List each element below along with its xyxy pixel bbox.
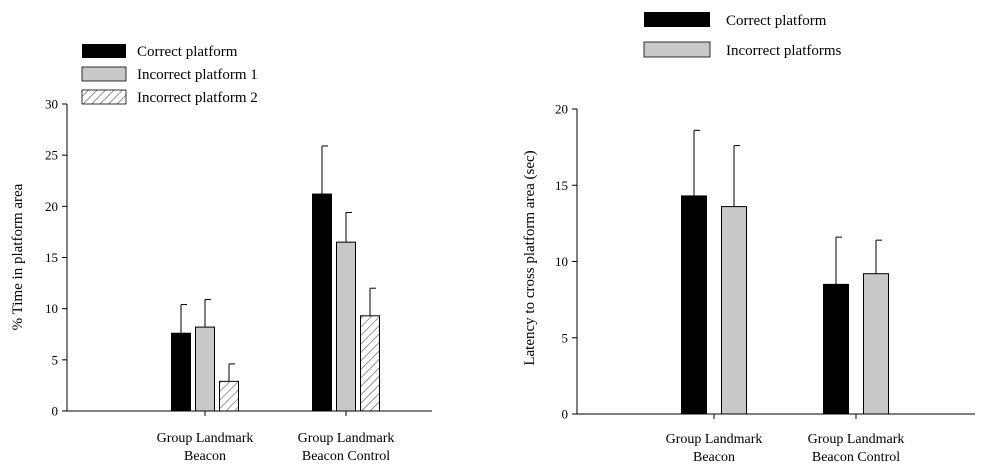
y-tick-label: 5 bbox=[52, 352, 59, 367]
y-axis-title: Latency to cross platform area (sec) bbox=[522, 150, 538, 365]
bar bbox=[360, 315, 380, 412]
y-tick-label: 0 bbox=[52, 404, 59, 419]
chart-latency: 0 5 10 15 20 Latency to cross platform area (… bbox=[522, 12, 975, 465]
legend-label: Correct platform bbox=[726, 13, 827, 29]
legend-label: Correct platform bbox=[137, 44, 238, 60]
legend-swatch bbox=[81, 89, 127, 105]
y-tick-label: 20 bbox=[45, 199, 58, 214]
y-tick-label: 15 bbox=[555, 178, 568, 193]
legend-label: Incorrect platforms bbox=[726, 43, 842, 59]
legend-swatch bbox=[82, 44, 126, 58]
bar bbox=[312, 193, 332, 412]
category-label: Group Landmark bbox=[808, 432, 905, 447]
category-label: Group Landmark bbox=[666, 432, 763, 447]
category-label: Group Landmark bbox=[298, 431, 395, 446]
bar bbox=[195, 326, 215, 412]
y-tick-label: 5 bbox=[562, 330, 569, 345]
category-label: Beacon Control bbox=[302, 449, 390, 464]
y-tick-label: 0 bbox=[562, 407, 569, 422]
y-tick-label: 30 bbox=[45, 97, 58, 112]
bar bbox=[681, 195, 707, 415]
legend-swatch bbox=[643, 41, 711, 58]
bar bbox=[863, 273, 889, 415]
bar bbox=[721, 206, 747, 415]
y-axis-title: % Time in platform area bbox=[10, 183, 26, 330]
bar bbox=[171, 332, 191, 412]
legend: Correct platform Incorrect platform 1 Inco… bbox=[81, 44, 258, 106]
category-label: Group Landmark bbox=[157, 431, 254, 446]
legend-swatch bbox=[644, 12, 710, 27]
legend: Correct platform Incorrect platforms bbox=[643, 12, 842, 59]
category-label: Beacon Control bbox=[812, 450, 900, 465]
legend-label: Incorrect platform 2 bbox=[137, 90, 258, 106]
category-label: Beacon bbox=[184, 449, 226, 464]
legend-label: Incorrect platform 1 bbox=[137, 67, 258, 83]
category-label: Beacon bbox=[693, 450, 735, 465]
legend-swatch bbox=[81, 66, 127, 82]
chart-time-in-platform: 0 5 10 15 20 25 30 % Time in platform area Group… bbox=[10, 44, 432, 464]
bar bbox=[219, 380, 239, 412]
y-tick-label: 10 bbox=[45, 301, 58, 316]
y-tick-label: 25 bbox=[45, 148, 58, 163]
y-tick-label: 20 bbox=[555, 102, 568, 117]
y-tick-label: 15 bbox=[45, 250, 58, 265]
bar bbox=[336, 241, 356, 412]
y-tick-label: 10 bbox=[555, 254, 568, 269]
bar bbox=[823, 283, 849, 415]
